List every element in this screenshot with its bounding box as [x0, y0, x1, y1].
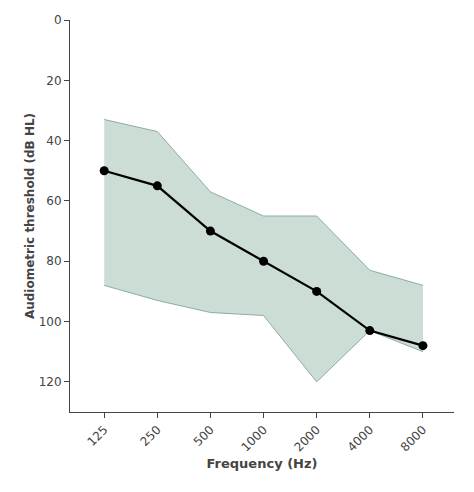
svg-text:80: 80	[46, 254, 61, 268]
svg-text:125: 125	[84, 423, 110, 449]
svg-text:4000: 4000	[345, 423, 376, 454]
svg-text:100: 100	[39, 315, 62, 329]
svg-text:40: 40	[46, 134, 61, 148]
svg-text:20: 20	[46, 74, 61, 88]
svg-text:500: 500	[191, 423, 217, 449]
svg-text:Audiometric threshold (dB HL): Audiometric threshold (dB HL)	[23, 113, 37, 319]
svg-text:Frequency (Hz): Frequency (Hz)	[207, 456, 318, 471]
svg-text:1000: 1000	[238, 423, 269, 454]
svg-text:120: 120	[39, 375, 62, 389]
svg-text:60: 60	[46, 194, 61, 208]
svg-text:2000: 2000	[292, 423, 323, 454]
svg-text:8000: 8000	[398, 423, 429, 454]
svg-text:0: 0	[54, 13, 62, 27]
svg-text:250: 250	[138, 423, 164, 449]
